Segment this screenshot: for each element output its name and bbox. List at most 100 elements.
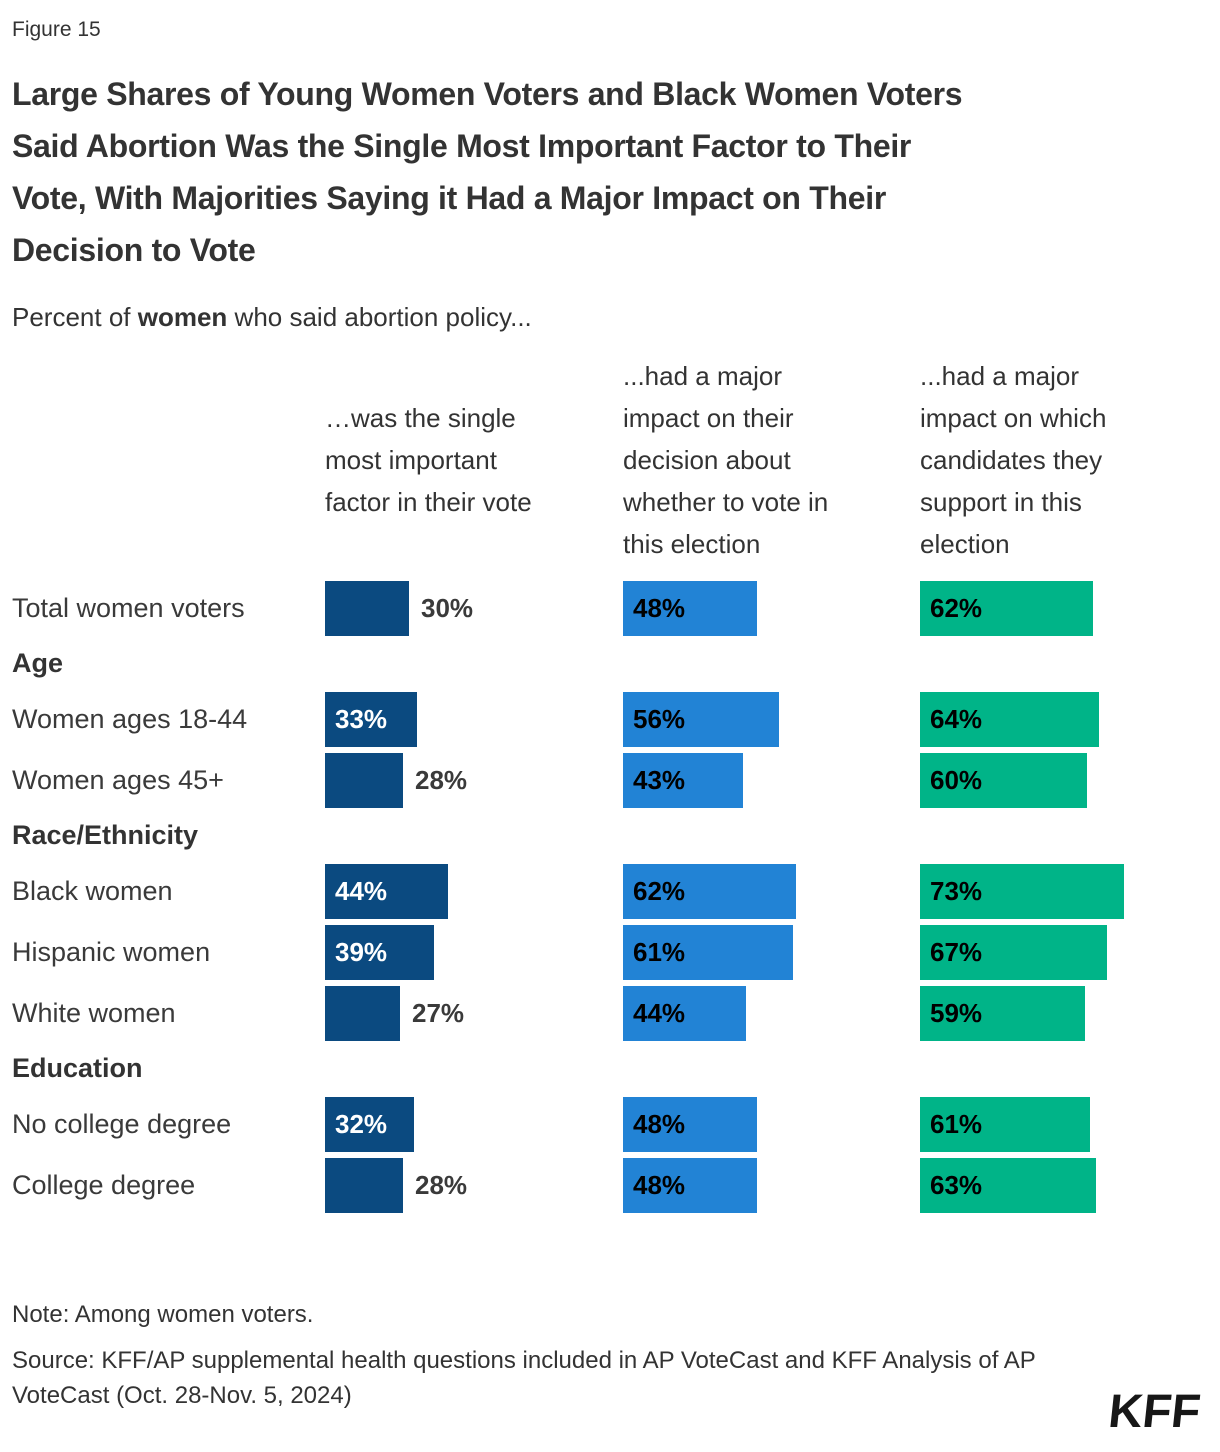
bar-column-3 [920, 986, 1085, 1041]
bar-column-2 [623, 753, 743, 808]
bar-value: 73% [930, 876, 983, 906]
column-header-single-most-important-factor: …was the single most important factor in… [325, 403, 532, 517]
row-label: No college degree [12, 1109, 232, 1139]
row-label: Hispanic women [12, 937, 211, 967]
bar-value: 43% [633, 765, 686, 795]
bar-column-1 [325, 753, 403, 808]
chart-row: Hispanic women 39% 61% 67% [12, 925, 1208, 980]
bar-value: 28% [415, 765, 468, 795]
bar-value: 67% [930, 937, 983, 967]
bar-cell: 61% [623, 925, 793, 980]
bar-value: 61% [930, 1109, 983, 1139]
bar-cell: 61% [920, 1097, 1090, 1152]
bar-cell: 39% [325, 925, 434, 980]
chart-row: White women 27% 44% 59% [12, 986, 1208, 1041]
bar-cell: 27% [325, 986, 464, 1041]
bar-cell: 56% [623, 692, 779, 747]
bar-value: 39% [335, 937, 388, 967]
bar-cell: 63% [920, 1158, 1096, 1213]
column-headers: …was the single most important factor in… [12, 355, 1208, 567]
column-header-major-impact-candidates: ...had a major impact on which candidate… [920, 361, 1107, 559]
bar-value: 61% [633, 937, 686, 967]
bar-cell: 33% [325, 692, 417, 747]
bar-value: 48% [633, 1109, 686, 1139]
bar-value: 48% [633, 593, 686, 623]
source-text: Source: KFF/AP supplemental health quest… [12, 1347, 1036, 1409]
subtitle-prefix: Percent of [12, 302, 138, 332]
bar-cell: 59% [920, 986, 1085, 1041]
footer: Note: Among women voters. Source: KFF/AP… [12, 1301, 1208, 1413]
bar-value: 44% [335, 876, 388, 906]
bar-cell: 48% [623, 1097, 757, 1152]
bar-column-2 [623, 1097, 757, 1152]
column-header-major-impact-decision-to-vote: ...had a major impact on their decision … [623, 361, 829, 559]
bar-cell: 44% [325, 864, 448, 919]
bar-column-3 [920, 864, 1124, 919]
subtitle-suffix: who said abortion policy... [227, 302, 532, 332]
bar-value: 63% [930, 1170, 983, 1200]
bar-column-1 [325, 692, 417, 747]
bar-column-3 [920, 753, 1087, 808]
row-label: Women ages 45+ [12, 765, 224, 795]
chart-subtitle: Percent of women who said abortion polic… [12, 302, 1208, 333]
chart-row: Women ages 45+ 28% 43% 60% [12, 753, 1208, 808]
bar-column-1 [325, 1158, 403, 1213]
section-header: Race/Ethnicity [12, 820, 199, 850]
row-label: Women ages 18-44 [12, 704, 248, 734]
bar-column-2 [623, 986, 746, 1041]
bar-value: 33% [335, 704, 388, 734]
bar-value: 32% [335, 1109, 388, 1139]
kff-logo: KFF [1105, 1384, 1203, 1437]
bar-value: 30% [421, 593, 474, 623]
bar-value: 44% [633, 998, 686, 1028]
row-label: College degree [12, 1170, 196, 1200]
bar-cell: 62% [920, 581, 1093, 636]
bar-cell: 48% [623, 1158, 757, 1213]
bar-column-2 [623, 692, 779, 747]
chart-row: College degree 28% 48% 63% [12, 1158, 1208, 1213]
bar-column-2 [623, 925, 793, 980]
row-label: Black women [12, 876, 173, 906]
bar-cell: 32% [325, 1097, 414, 1152]
bar-cell: 62% [623, 864, 796, 919]
bar-cell: 64% [920, 692, 1099, 747]
bar-cell: 60% [920, 753, 1087, 808]
row-label: Total women voters [12, 593, 245, 623]
row-label: White women [12, 998, 176, 1028]
bar-cell: 67% [920, 925, 1107, 980]
bar-column-3 [920, 581, 1093, 636]
bar-value: 62% [633, 876, 686, 906]
bar-cell: 28% [325, 1158, 467, 1213]
bar-column-1 [325, 864, 448, 919]
chart-rows: Total women voters 30% 48% 62% Age Women ages… [12, 581, 1208, 1213]
section-header: Education [12, 1053, 143, 1083]
section-header: Age [12, 648, 64, 678]
figure-label: Figure 15 [12, 18, 101, 41]
bar-column-2 [623, 864, 796, 919]
bar-column-2 [623, 1158, 757, 1213]
bar-column-1 [325, 925, 434, 980]
bar-cell: 44% [623, 986, 746, 1041]
chart-row: Women ages 18-44 33% 56% 64% [12, 692, 1208, 747]
chart-title: Large Shares of Young Women Voters and B… [12, 76, 963, 268]
chart-row: Total women voters 30% 48% 62% [12, 581, 1208, 636]
bar-value: 59% [930, 998, 983, 1028]
bar-value: 64% [930, 704, 983, 734]
bar-column-3 [920, 1158, 1096, 1213]
footnote: Note: Among women voters. [12, 1301, 314, 1328]
bar-value: 56% [633, 704, 686, 734]
bar-column-1 [325, 1097, 414, 1152]
bar-cell: 43% [623, 753, 743, 808]
bar-column-1 [325, 581, 409, 636]
bar-cell: 28% [325, 753, 467, 808]
bar-value: 28% [415, 1170, 468, 1200]
bar-column-3 [920, 925, 1107, 980]
bar-value: 27% [412, 998, 465, 1028]
bar-column-2 [623, 581, 757, 636]
chart-row: Black women 44% 62% 73% [12, 864, 1208, 919]
bar-column-3 [920, 692, 1099, 747]
subtitle-bold-word: women [137, 302, 228, 332]
bar-value: 60% [930, 765, 983, 795]
bar-cell: 30% [325, 581, 473, 636]
